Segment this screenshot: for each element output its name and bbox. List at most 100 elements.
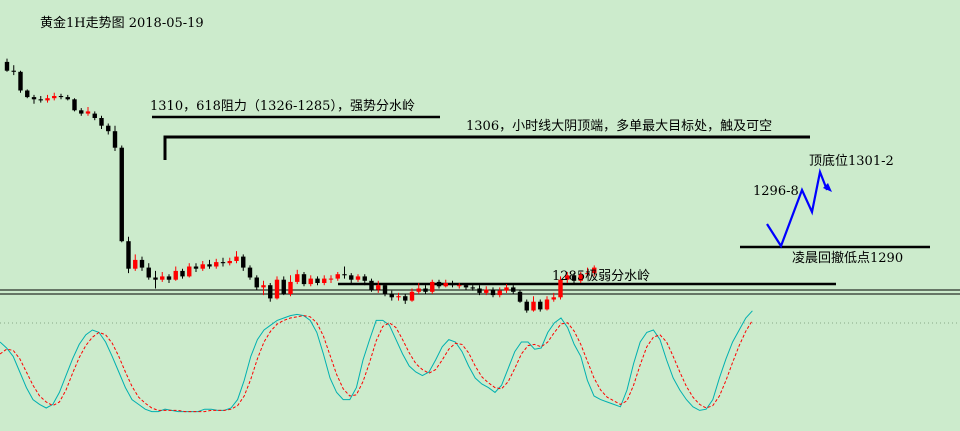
candle-body xyxy=(180,270,185,277)
candle-body xyxy=(92,113,97,118)
candle-body xyxy=(4,61,10,71)
candle-body xyxy=(470,287,475,289)
candle-body xyxy=(99,118,104,126)
candlestick-series xyxy=(4,58,597,313)
candle-body xyxy=(315,278,320,283)
candle-body xyxy=(382,285,388,294)
candle-body xyxy=(45,98,50,101)
candle-body xyxy=(517,291,523,302)
candle-body xyxy=(173,270,178,280)
candle-body xyxy=(369,280,374,290)
annotation-target-mid: 1296-8 xyxy=(753,184,799,199)
candle-body xyxy=(72,99,77,111)
candle-body xyxy=(328,278,334,280)
candle-body xyxy=(497,290,502,296)
candle-body xyxy=(126,241,131,269)
candle-body xyxy=(423,288,428,292)
candle-body xyxy=(261,285,266,288)
candle-body xyxy=(31,97,37,100)
level-1306-line xyxy=(163,135,810,160)
candle-body xyxy=(288,281,293,294)
candle-body xyxy=(52,96,57,99)
candle-body xyxy=(25,90,30,98)
candle-body xyxy=(207,264,212,267)
candle-body xyxy=(65,97,70,100)
candle-body xyxy=(531,301,536,311)
candle-body xyxy=(409,291,415,301)
candle-body xyxy=(450,283,455,286)
projection-arrowhead xyxy=(823,183,832,192)
candle-body xyxy=(403,296,408,301)
candle-body xyxy=(571,275,577,281)
candle-body xyxy=(551,297,556,300)
candle-body xyxy=(484,289,489,293)
candle-body xyxy=(524,301,529,311)
candle-body xyxy=(463,285,469,288)
annotation-weak-divide: 1285极弱分水岭 xyxy=(552,269,650,284)
annotation-early-low: 凌晨回撤低点1290 xyxy=(792,250,903,266)
candle-body xyxy=(153,277,158,280)
candle-body xyxy=(281,279,286,294)
candle-body xyxy=(477,288,482,293)
candle-body xyxy=(187,266,192,277)
candle-body xyxy=(241,256,246,268)
candle-body xyxy=(85,111,91,114)
candle-body xyxy=(214,262,219,267)
candle-body xyxy=(430,281,435,292)
candle-body xyxy=(58,96,64,98)
projection-path xyxy=(766,168,829,249)
candle-body xyxy=(200,264,205,269)
candle-body xyxy=(193,266,199,269)
candle-body xyxy=(106,125,111,132)
candle-body xyxy=(247,267,253,278)
annotation-resistance: 1310，618阻力（1326-1285），强势分水岭 xyxy=(150,98,415,114)
candle-body xyxy=(268,285,273,299)
stochastic-k-line xyxy=(0,310,753,413)
candle-body xyxy=(79,110,84,114)
candle-body xyxy=(18,71,23,91)
candle-body xyxy=(342,274,347,276)
candle-body xyxy=(578,274,583,281)
candle-body xyxy=(301,274,307,285)
stochastic-d-line xyxy=(0,315,753,413)
candle-body xyxy=(308,278,313,285)
candle-body xyxy=(274,279,280,299)
candle-body xyxy=(457,285,462,287)
candle-body xyxy=(396,296,401,298)
chart-title: 黄金1H走势图 2018-05-19 xyxy=(40,15,204,31)
candle-body xyxy=(335,274,340,279)
candle-body xyxy=(592,267,597,274)
candle-body xyxy=(376,285,381,290)
annotation-bear-candle-top: 1306，小时线大阴顶端，多单最大目标处，触及可空 xyxy=(466,118,772,134)
candle-body xyxy=(416,288,421,292)
candle-body xyxy=(504,287,509,291)
candle-body xyxy=(11,70,16,72)
candle-body xyxy=(511,287,516,292)
candle-body xyxy=(254,277,259,288)
candle-body xyxy=(349,275,354,280)
candle-body xyxy=(443,283,448,287)
candle-body xyxy=(227,261,232,264)
candle-body xyxy=(38,99,43,101)
candle-body xyxy=(220,262,226,264)
candle-body xyxy=(558,279,563,298)
candle-body xyxy=(112,131,118,148)
candle-body xyxy=(436,281,442,287)
candle-body xyxy=(139,259,145,268)
candle-body xyxy=(565,275,570,280)
candle-body xyxy=(490,289,496,296)
candle-body xyxy=(133,259,138,269)
candle-body xyxy=(362,276,367,281)
stochastic-series xyxy=(0,310,753,413)
candle-body xyxy=(234,256,239,261)
candle-body xyxy=(160,276,165,280)
candle-body xyxy=(538,301,543,310)
candle-body xyxy=(146,267,151,278)
candle-body xyxy=(166,276,172,280)
candle-body xyxy=(544,299,550,310)
candle-body xyxy=(585,273,590,275)
candle-body xyxy=(119,147,124,242)
candle-body xyxy=(322,278,327,283)
